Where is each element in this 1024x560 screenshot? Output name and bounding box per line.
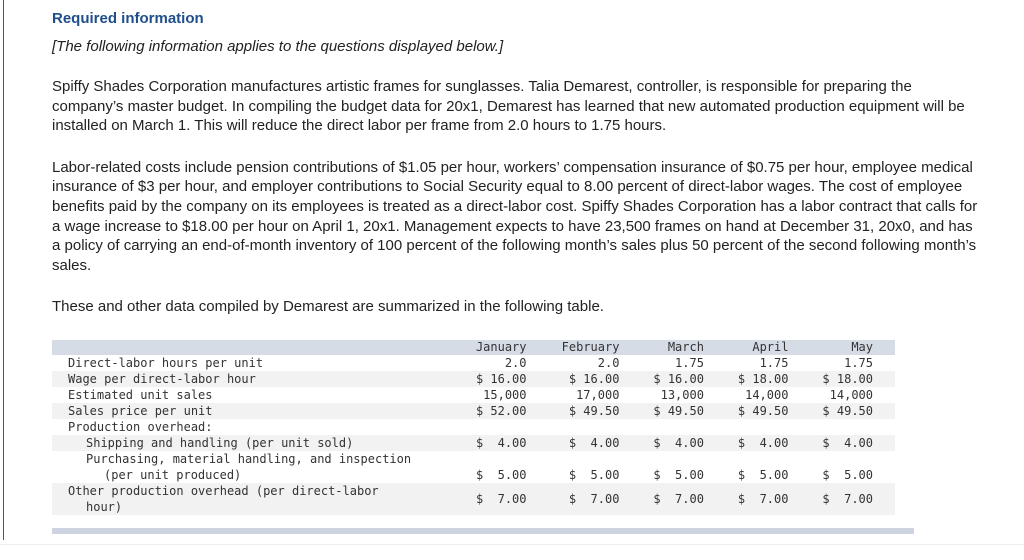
paragraph-1: Spiffy Shades Corporation manufactures a… <box>52 78 965 135</box>
table-row: Purchasing, material handling, and inspe… <box>52 451 895 483</box>
table-cell: 17,000 <box>576 388 620 402</box>
table-row: Direct-labor hours per unit 2.0 2.0 1.75 1.7… <box>52 355 895 371</box>
row-label-text: Purchasing, material handling, and inspe… <box>86 452 412 466</box>
table-cell: $ 5.00 <box>653 468 704 482</box>
table-cell: $ 7.00 <box>810 483 895 515</box>
table-row: Production overhead: <box>52 419 895 435</box>
row-label-text: Direct-labor hours per unit <box>68 356 264 370</box>
table-cell: $ 49.50 <box>548 403 642 419</box>
table-cell: $ 4.00 <box>810 435 895 451</box>
table-cell: $ 49.50 <box>641 403 726 419</box>
table-cell: $ 49.50 <box>725 403 811 419</box>
row-label: Purchasing, material handling, and inspe… <box>52 451 464 483</box>
table-cell: $ 7.00 <box>548 483 642 515</box>
table-cell: $ 4.00 <box>548 435 642 451</box>
table-cell: 13,000 <box>660 388 704 402</box>
row-label: Direct-labor hours per unit <box>52 355 464 371</box>
table-row: Shipping and handling (per unit sold) $ 4… <box>52 435 895 451</box>
row-label: Shipping and handling (per unit sold) <box>52 435 464 451</box>
table-cell: 14,000 <box>745 388 789 402</box>
row-label-text: Sales price per unit <box>68 404 213 418</box>
table-cell: $ 7.00 <box>641 483 726 515</box>
table-cell: $ 5.00 <box>822 468 873 482</box>
table-cell: $ 16.00 <box>464 371 549 387</box>
table-cell <box>810 419 895 435</box>
row-label: Other production overhead (per direct-la… <box>52 483 464 515</box>
paragraph-2: Labor-related costs include pension cont… <box>52 158 978 274</box>
table-row: Sales price per unit $ 52.00 $ 49.50 $ 49.5… <box>52 403 895 419</box>
table-cell: 14,000 <box>829 388 873 402</box>
row-label: Sales price per unit <box>52 403 464 419</box>
row-label-text: Production overhead: <box>68 420 213 434</box>
table-cell <box>726 419 811 435</box>
table-cell: $ 18.00 <box>725 371 811 387</box>
row-label-text: Wage per direct-labor hour <box>68 372 256 386</box>
table-cell: $ 5.00 <box>737 468 789 482</box>
table-cell <box>549 419 642 435</box>
row-label: Production overhead: <box>52 419 464 435</box>
table-cell: 1.75 <box>675 356 704 370</box>
question-content: Required information [The following info… <box>52 10 982 317</box>
row-label-continuation: hour) <box>86 500 123 514</box>
table-cell: 1.75 <box>844 356 873 370</box>
table-row: Other production overhead (per direct-la… <box>52 483 895 515</box>
intro-note: [The following information applies to th… <box>52 38 504 55</box>
table-cell: $ 5.00 <box>475 468 527 482</box>
table-cell: $ 49.50 <box>810 403 895 419</box>
table-row: Wage per direct-labor hour $ 16.00 $ 16.00… <box>52 371 895 387</box>
table-cell: $ 4.00 <box>464 435 549 451</box>
table-cell: 2.0 <box>597 356 620 370</box>
budget-data-table: January February March April May Direct-… <box>52 340 895 515</box>
column-header: February <box>548 340 642 355</box>
table-row: Estimated unit sales 15,000 17,000 13,000 14… <box>52 387 895 403</box>
column-header: April <box>725 340 811 355</box>
table-cell: $ 52.00 <box>464 403 549 419</box>
table-bottom-bar <box>52 528 914 534</box>
header-blank <box>52 340 464 355</box>
row-label: Wage per direct-labor hour <box>52 371 464 387</box>
table-cell <box>641 419 726 435</box>
table-cell: $ 4.00 <box>725 435 811 451</box>
table-cell: $ 16.00 <box>548 371 642 387</box>
table-cell: $ 18.00 <box>810 371 895 387</box>
table-cell: $ 7.00 <box>725 483 811 515</box>
table-cell: $ 5.00 <box>568 468 620 482</box>
column-header: May <box>810 340 895 355</box>
row-label-text: Other production overhead (per direct-la… <box>68 484 379 498</box>
column-header: January <box>464 340 549 355</box>
table-cell: 15,000 <box>483 388 527 402</box>
row-label-continuation: (per unit produced) <box>104 468 242 482</box>
paragraph-3: These and other data compiled by Demares… <box>52 298 604 316</box>
required-information-heading: Required information <box>52 10 204 27</box>
row-label-text: Shipping and handling (per unit sold) <box>86 436 354 450</box>
table-header-row: January February March April May <box>52 340 895 355</box>
table-cell: 1.75 <box>759 356 789 370</box>
table-cell: $ 4.00 <box>641 435 726 451</box>
table-cell <box>464 419 549 435</box>
row-label: Estimated unit sales <box>52 387 464 403</box>
row-label-text: Estimated unit sales <box>68 388 213 402</box>
table-cell: $ 16.00 <box>641 371 726 387</box>
column-header: March <box>641 340 726 355</box>
divider <box>0 544 1024 545</box>
table-cell: $ 7.00 <box>464 483 549 515</box>
left-border <box>3 0 4 540</box>
table-cell: 2.0 <box>504 356 527 370</box>
